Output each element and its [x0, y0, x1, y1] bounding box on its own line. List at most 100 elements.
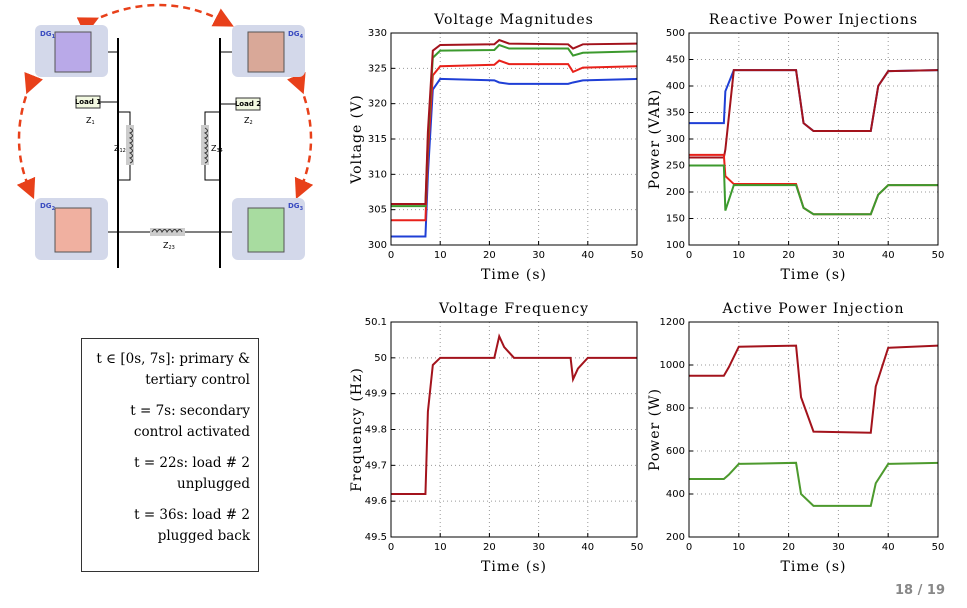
- z-text: Z: [86, 116, 92, 125]
- z-sub: 34: [216, 148, 222, 154]
- y-tick-label: 49.7: [365, 460, 387, 471]
- load-label: Load 2: [235, 100, 261, 108]
- chart-title: Active Power Injection: [722, 301, 905, 317]
- plot-frame: [688, 32, 939, 246]
- load-box: [235, 97, 261, 111]
- note: t = 36s: load # 2 plugged back: [134, 507, 250, 544]
- dg-sub: 4: [300, 34, 304, 40]
- note: t = 22s: load # 2 unplugged: [134, 455, 250, 492]
- series-line: [689, 344, 939, 434]
- z-sub: 1: [91, 120, 94, 126]
- y-tick-label: 50.1: [365, 317, 387, 328]
- coil: [128, 127, 133, 164]
- plot-frame: [688, 321, 939, 538]
- inductor: [201, 125, 209, 165]
- y-tick-label: 310: [368, 169, 387, 180]
- x-tick-label: 50: [932, 250, 945, 261]
- y-tick-label: 200: [666, 187, 685, 198]
- y-tick-label: 305: [368, 205, 387, 216]
- x-axis-label: Time (s): [481, 267, 547, 283]
- dg-label: DG2: [40, 202, 56, 212]
- x-tick-label: 50: [631, 250, 644, 261]
- y-tick-label: 800: [666, 403, 685, 414]
- y-tick-label: 600: [666, 446, 685, 457]
- y-tick-label: 49.5: [365, 532, 387, 543]
- x-tick-label: 10: [732, 542, 745, 553]
- x-tick-label: 0: [388, 542, 394, 553]
- impedance-label: Z1: [86, 116, 95, 126]
- y-tick-label: 49.6: [365, 496, 387, 507]
- plot-frame: [390, 321, 638, 538]
- wire: [204, 111, 220, 181]
- y-tick-label: 320: [368, 99, 387, 110]
- y-tick-label: 315: [368, 134, 387, 145]
- series-line: [689, 461, 939, 507]
- y-tick-label: 500: [666, 28, 685, 39]
- y-tick-label: 49.8: [365, 425, 387, 436]
- x-tick-label: 40: [882, 250, 895, 261]
- dg-label: DG1: [40, 30, 56, 40]
- y-axis-label: Voltage (V): [349, 94, 365, 184]
- inverter: [247, 31, 285, 73]
- dg-text: DG: [40, 202, 52, 210]
- y-tick-label: 100: [666, 240, 685, 251]
- dg-text: DG: [288, 30, 300, 38]
- y-tick-label: 1000: [660, 360, 685, 371]
- z-text: Z: [244, 116, 250, 125]
- y-axis-label: Frequency (Hz): [349, 367, 365, 492]
- y-tick-label: 49.9: [365, 389, 387, 400]
- dg-label: DG4: [288, 30, 304, 40]
- x-tick-label: 30: [532, 542, 545, 553]
- series-line: [391, 333, 637, 495]
- x-tick-label: 30: [832, 250, 845, 261]
- arrow: [287, 72, 314, 200]
- x-tick-label: 10: [434, 542, 447, 553]
- impedance-label: Z12: [114, 144, 126, 154]
- coil: [203, 127, 208, 164]
- z-sub: 12: [119, 148, 125, 154]
- y-axis-label: Power (W): [647, 388, 663, 471]
- note: t = 7s: secondary control activated: [130, 403, 250, 440]
- dg-sub: 1: [52, 34, 56, 40]
- x-tick-label: 20: [483, 250, 496, 261]
- y-tick-label: 300: [368, 240, 387, 251]
- x-tick-label: 30: [532, 250, 545, 261]
- y-tick-label: 250: [666, 161, 685, 172]
- series-line: [689, 164, 938, 216]
- chart-title: Reactive Power Injections: [709, 12, 918, 28]
- y-tick-label: 400: [666, 489, 685, 500]
- x-tick-label: 50: [932, 542, 945, 553]
- z-sub: 2: [249, 120, 252, 126]
- x-tick-label: 20: [782, 542, 795, 553]
- x-tick-label: 40: [882, 542, 895, 553]
- x-tick-label: 40: [581, 542, 594, 553]
- dg-text: DG: [40, 30, 52, 38]
- x-axis-label: Time (s): [781, 559, 847, 575]
- load-label: Load 1: [75, 98, 101, 106]
- y-tick-label: 300: [666, 134, 685, 145]
- y-tick-label: 150: [666, 214, 685, 225]
- x-axis-label: Time (s): [481, 559, 547, 575]
- impedance-label: Z23: [163, 241, 175, 251]
- x-tick-label: 0: [686, 250, 692, 261]
- load-box: [75, 95, 101, 109]
- x-tick-label: 50: [631, 542, 644, 553]
- x-tick-label: 40: [581, 250, 594, 261]
- series-line: [391, 38, 638, 206]
- arrow: [16, 72, 43, 200]
- inverter: [54, 31, 92, 73]
- x-tick-label: 20: [483, 542, 496, 553]
- dg-sub: 2: [52, 206, 56, 212]
- z-text: Z: [114, 144, 120, 153]
- chart-title: Voltage Magnitudes: [433, 12, 594, 28]
- z-sub: 23: [168, 245, 174, 251]
- series-line: [689, 69, 939, 159]
- plot-frame: [390, 32, 638, 246]
- diagram: Load 1 Load 2 DG1 DG4 DG2 DG3 Z1 Z2 Z12 …: [16, 3, 314, 268]
- y-tick-label: 400: [666, 81, 685, 92]
- y-axis-label: Power (VAR): [647, 89, 663, 189]
- x-tick-label: 0: [388, 250, 394, 261]
- inductor: [126, 125, 134, 165]
